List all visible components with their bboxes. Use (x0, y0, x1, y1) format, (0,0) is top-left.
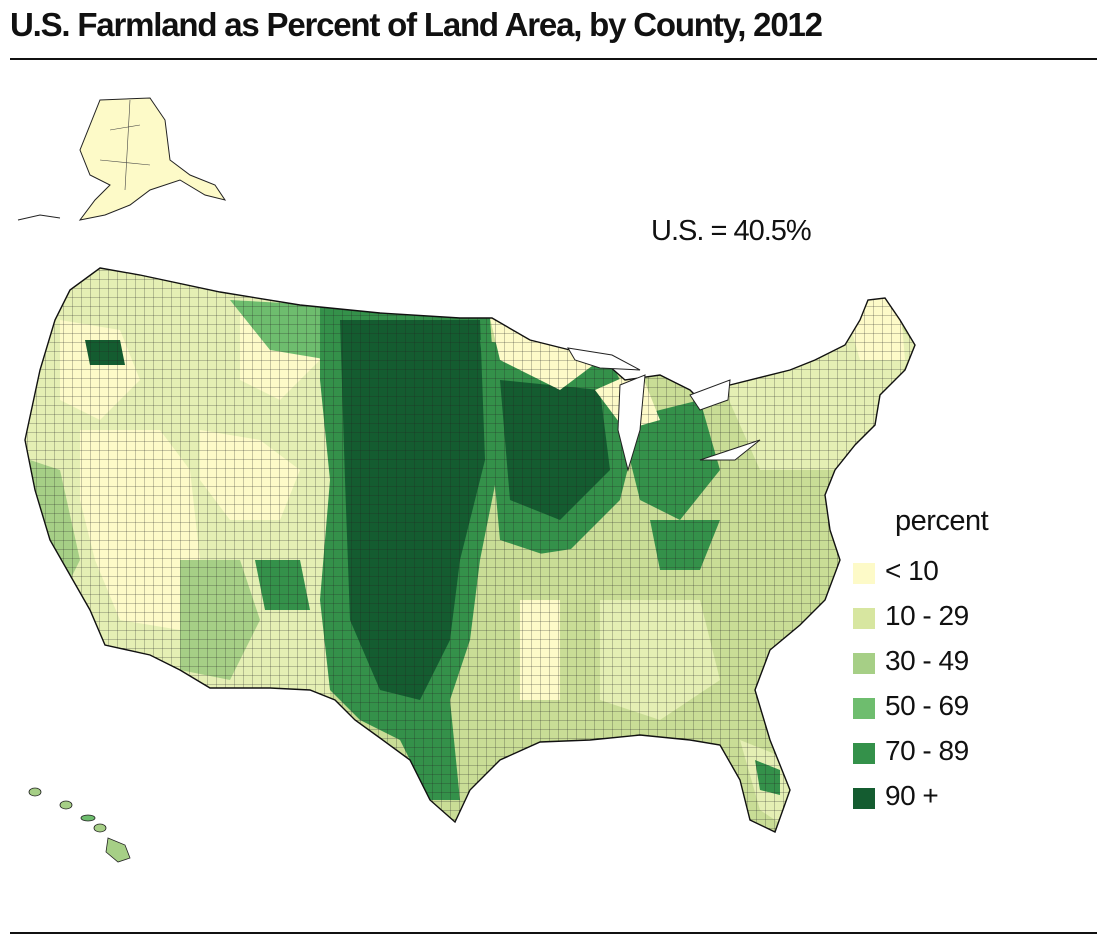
top-rule (10, 58, 1097, 60)
us-total-label: U.S. = 40.5% (651, 215, 812, 247)
contiguous-us (24, 267, 916, 833)
legend-label: 90 + (885, 780, 939, 811)
map-title: U.S. Farmland as Percent of Land Area, b… (10, 6, 823, 43)
alaska (17, 97, 227, 221)
bottom-rule (10, 932, 1097, 934)
legend-label: 10 - 29 (885, 600, 969, 631)
legend-swatch (853, 698, 875, 719)
hawaii (28, 787, 131, 863)
legend-swatch (853, 788, 875, 809)
legend-swatch (853, 653, 875, 674)
legend-label: 50 - 69 (885, 690, 969, 721)
legend-label: 30 - 49 (885, 645, 969, 676)
legend-swatch (853, 563, 875, 584)
legend-swatch (853, 608, 875, 629)
legend-title: percent (895, 505, 989, 537)
legend-swatch (853, 743, 875, 764)
legend-label: < 10 (885, 555, 939, 586)
legend-label: 70 - 89 (885, 735, 969, 766)
